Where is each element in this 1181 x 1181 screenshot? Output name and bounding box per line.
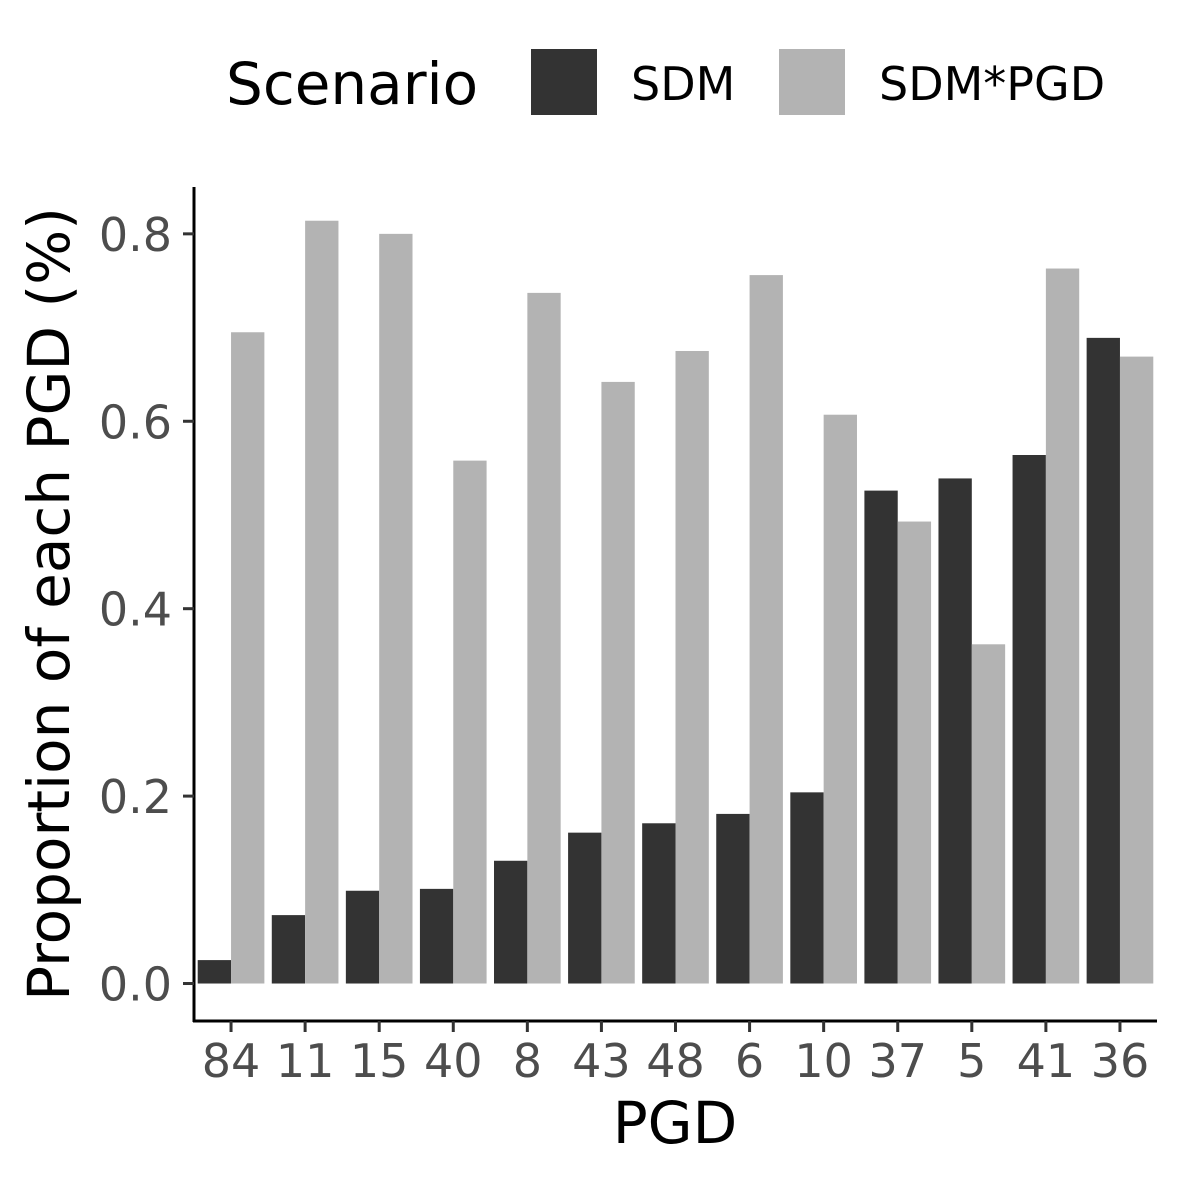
- bars-layer: [197, 220, 1154, 984]
- legend-label-sdm-pgd: SDM*PGD: [879, 57, 1105, 111]
- x-tick-label-40: 40: [424, 1034, 483, 1088]
- bar-sdm-pgd-11: [305, 220, 339, 984]
- bar-sdm-48: [642, 823, 676, 984]
- legend: Scenario SDM SDM*PGD: [226, 49, 1105, 118]
- bar-sdm-pgd-8: [527, 292, 561, 984]
- y-tick-label-0.8: 0.8: [99, 208, 172, 262]
- bar-sdm-10: [790, 792, 824, 984]
- y-tick-label-0.2: 0.2: [99, 770, 172, 824]
- bar-sdm-pgd-10: [823, 414, 857, 984]
- bar-sdm-pgd-84: [231, 332, 265, 984]
- y-tick-label-0.0: 0.0: [99, 958, 172, 1012]
- bar-sdm-36: [1086, 337, 1120, 984]
- x-axis-title: PGD: [613, 1089, 738, 1157]
- y-tick-label-0.4: 0.4: [99, 583, 172, 637]
- bar-sdm-6: [716, 813, 750, 984]
- bar-sdm-pgd-43: [601, 381, 635, 984]
- x-tick-label-36: 36: [1091, 1034, 1150, 1088]
- bar-sdm-pgd-36: [1119, 356, 1154, 984]
- bar-sdm-11: [271, 915, 306, 984]
- x-tick-label-11: 11: [276, 1034, 335, 1088]
- bar-sdm-37: [864, 490, 898, 984]
- bar-sdm-pgd-37: [897, 521, 932, 984]
- bar-sdm-5: [938, 478, 972, 984]
- x-tick-label-48: 48: [646, 1034, 705, 1088]
- bar-sdm-pgd-15: [379, 233, 413, 984]
- x-tick-label-43: 43: [572, 1034, 631, 1088]
- x-tick-label-6: 6: [735, 1034, 764, 1088]
- bar-sdm-pgd-6: [749, 275, 783, 984]
- legend-swatch-sdm: [531, 49, 597, 115]
- legend-swatch-sdm-pgd: [779, 49, 845, 115]
- bar-sdm-40: [419, 888, 454, 984]
- bar-sdm-8: [494, 860, 528, 984]
- bar-sdm-84: [197, 960, 232, 984]
- x-tick-label-37: 37: [868, 1034, 927, 1088]
- bar-sdm-pgd-41: [1045, 268, 1080, 984]
- bar-sdm-pgd-5: [971, 644, 1006, 984]
- bar-sdm-43: [568, 832, 602, 984]
- x-tick-label-8: 8: [513, 1034, 542, 1088]
- legend-label-sdm: SDM: [631, 57, 735, 111]
- x-tick-label-10: 10: [794, 1034, 853, 1088]
- bar-sdm-pgd-48: [675, 350, 709, 984]
- y-tick-label-0.6: 0.6: [99, 395, 172, 449]
- y-axis-title: Proportion of each PGD (%): [15, 207, 83, 1001]
- bar-sdm-41: [1012, 455, 1046, 984]
- x-tick-label-41: 41: [1017, 1034, 1076, 1088]
- x-tick-label-84: 84: [202, 1034, 261, 1088]
- x-tick-label-15: 15: [350, 1034, 409, 1088]
- legend-title: Scenario: [226, 50, 478, 118]
- x-axis-ticks: 84 11 15 40 8 43 48 6 10 37 5 41 36: [202, 1021, 1149, 1088]
- bar-sdm-pgd-40: [453, 460, 487, 984]
- bar-sdm-15: [345, 890, 380, 984]
- x-tick-label-5: 5: [957, 1034, 986, 1088]
- y-axis-ticks: 0.0 0.2 0.4 0.6 0.8: [99, 208, 194, 1012]
